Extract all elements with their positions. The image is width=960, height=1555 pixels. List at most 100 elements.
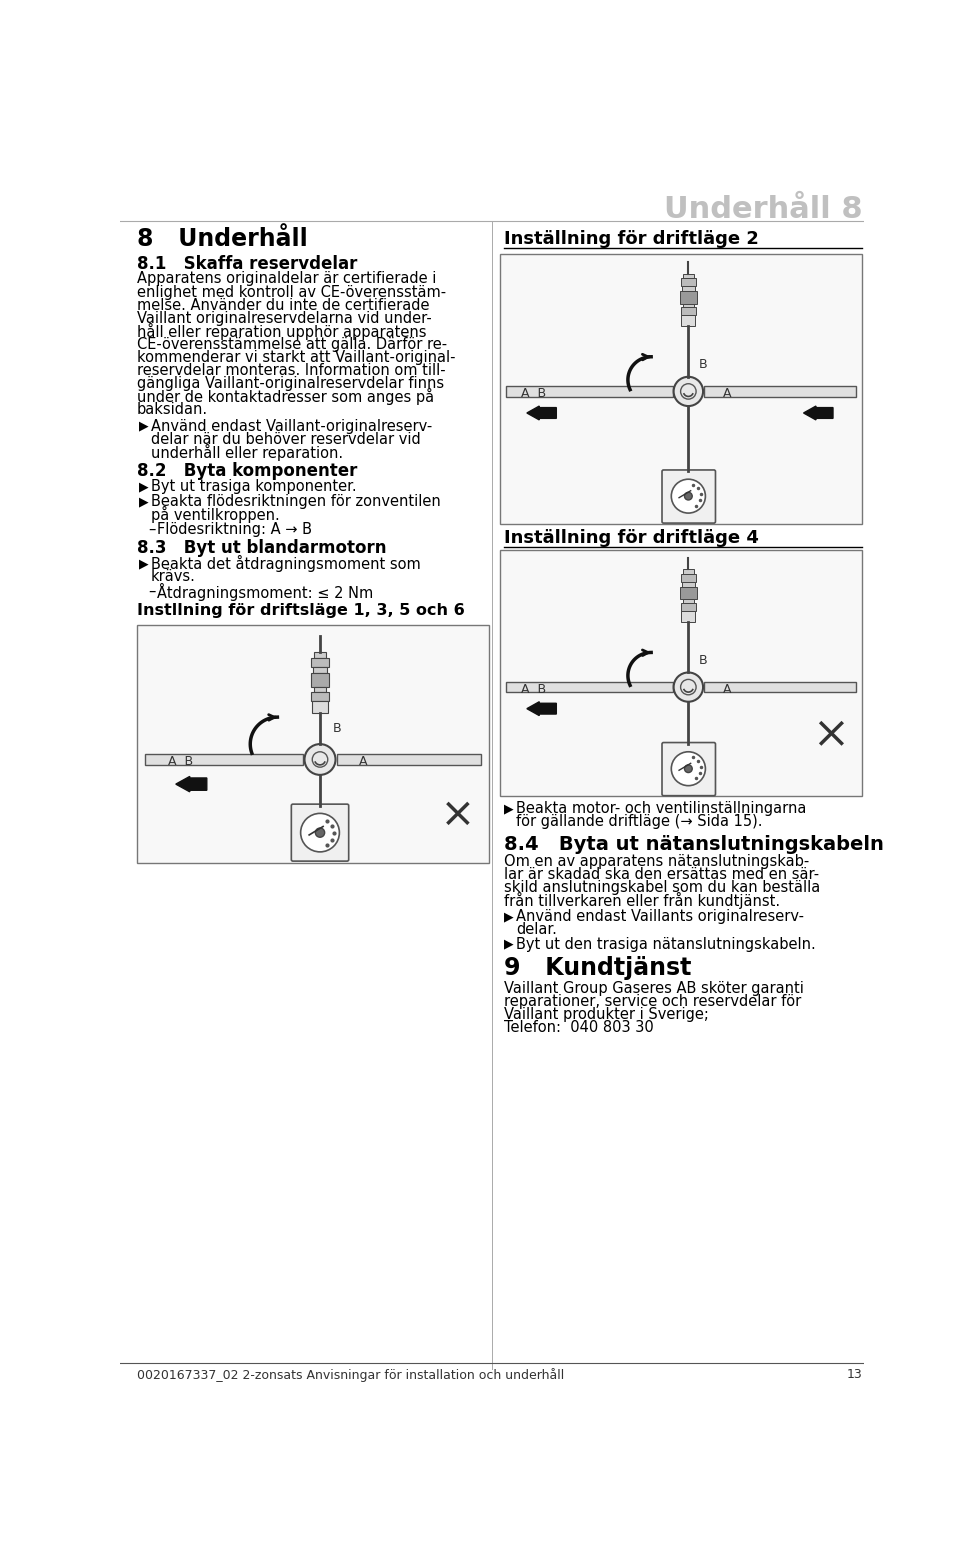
- Text: kommenderar vi starkt att Vaillant-original-: kommenderar vi starkt att Vaillant-origi…: [137, 350, 456, 365]
- Text: delar.: delar.: [516, 922, 557, 938]
- Bar: [311, 673, 329, 687]
- Text: A  B: A B: [521, 683, 546, 697]
- Bar: [704, 681, 856, 692]
- Bar: [311, 692, 328, 701]
- Text: B: B: [332, 722, 341, 736]
- Text: A: A: [723, 683, 732, 697]
- Text: Beakta det åtdragningsmoment som: Beakta det åtdragningsmoment som: [151, 555, 420, 572]
- Text: på ventilkroppen.: på ventilkroppen.: [151, 505, 279, 522]
- Text: Vaillant produkter i Sverige;: Vaillant produkter i Sverige;: [504, 1006, 708, 1022]
- Circle shape: [316, 827, 324, 837]
- Bar: [314, 687, 326, 692]
- Text: enlighet med kontroll av CE-överensstäm-: enlighet med kontroll av CE-överensstäm-: [137, 285, 446, 300]
- Circle shape: [674, 376, 703, 406]
- Bar: [312, 701, 327, 714]
- Text: Apparatens originaldelar är certifierade i: Apparatens originaldelar är certifierade…: [137, 272, 437, 286]
- Text: 13: 13: [847, 1368, 862, 1381]
- FancyArrow shape: [527, 701, 557, 715]
- Text: ▶: ▶: [138, 480, 148, 493]
- FancyBboxPatch shape: [291, 804, 348, 861]
- Text: Inställning för driftläge 4: Inställning för driftläge 4: [504, 529, 758, 547]
- Text: reparationer, service och reservdelar för: reparationer, service och reservdelar fö…: [504, 994, 801, 1009]
- Circle shape: [684, 765, 692, 773]
- Text: baksidan.: baksidan.: [137, 403, 208, 417]
- Text: gängliga Vaillant-originalreservdelar finns: gängliga Vaillant-originalreservdelar fi…: [137, 376, 444, 392]
- Bar: [680, 291, 697, 303]
- Text: Telefon:  040 803 30: Telefon: 040 803 30: [504, 1020, 654, 1036]
- Text: Om en av apparatens nätanslutningskab-: Om en av apparatens nätanslutningskab-: [504, 854, 809, 869]
- Text: ▶: ▶: [138, 494, 148, 508]
- Text: 0020167337_02 2-zonsats Anvisningar för installation och underhåll: 0020167337_02 2-zonsats Anvisningar för …: [137, 1368, 564, 1382]
- Bar: [337, 754, 481, 765]
- Text: –: –: [148, 522, 156, 536]
- Text: –: –: [148, 585, 156, 599]
- Bar: [682, 316, 695, 327]
- Text: B: B: [699, 358, 708, 372]
- FancyBboxPatch shape: [662, 743, 715, 796]
- Text: Vaillant originalreservdelarna vid under-: Vaillant originalreservdelarna vid under…: [137, 311, 432, 325]
- Circle shape: [671, 479, 706, 513]
- Text: 8.1   Skaffa reservdelar: 8.1 Skaffa reservdelar: [137, 255, 357, 272]
- Text: Åtdragningsmoment: ≤ 2 Nm: Åtdragningsmoment: ≤ 2 Nm: [157, 583, 373, 600]
- Text: 8.3   Byt ut blandarmotorn: 8.3 Byt ut blandarmotorn: [137, 540, 387, 558]
- Text: underhåll eller reparation.: underhåll eller reparation.: [151, 443, 343, 460]
- Bar: [683, 274, 694, 278]
- Text: Byt ut den trasiga nätanslutningskabeln.: Byt ut den trasiga nätanslutningskabeln.: [516, 936, 816, 952]
- Circle shape: [671, 751, 706, 785]
- FancyArrow shape: [527, 406, 557, 420]
- Text: 9   Kundtjänst: 9 Kundtjänst: [504, 956, 691, 980]
- Bar: [681, 574, 696, 582]
- FancyArrow shape: [176, 776, 206, 791]
- Circle shape: [674, 672, 703, 701]
- Text: ▶: ▶: [138, 420, 148, 432]
- Bar: [500, 550, 862, 796]
- FancyArrow shape: [804, 406, 833, 420]
- Text: CE-överensstämmelse att gälla. Därför re-: CE-överensstämmelse att gälla. Därför re…: [137, 337, 447, 351]
- Text: håll eller reparation upphör apparatens: håll eller reparation upphör apparatens: [137, 323, 426, 341]
- Text: Vaillant Group Gaseres AB sköter garanti: Vaillant Group Gaseres AB sköter garanti: [504, 981, 804, 995]
- Text: ▶: ▶: [504, 802, 514, 815]
- Text: melse. Använder du inte de certifierade: melse. Använder du inte de certifierade: [137, 297, 429, 313]
- Bar: [683, 303, 694, 308]
- Text: A  B: A B: [168, 756, 193, 768]
- Text: Underhåll 8: Underhåll 8: [663, 196, 862, 224]
- Text: Instllning för driftsläge 1, 3, 5 och 6: Instllning för driftsläge 1, 3, 5 och 6: [137, 603, 465, 619]
- Text: Inställning för driftläge 2: Inställning för driftläge 2: [504, 230, 758, 247]
- Text: Beakta flödesriktningen för zonventilen: Beakta flödesriktningen för zonventilen: [151, 494, 441, 508]
- Text: 8   Underhåll: 8 Underhåll: [137, 227, 308, 250]
- Text: ▶: ▶: [138, 557, 148, 571]
- Bar: [311, 658, 328, 667]
- Text: skild anslutningskabel som du kan beställa: skild anslutningskabel som du kan bestäl…: [504, 880, 820, 894]
- Text: 8.4   Byta ut nätanslutningskabeln: 8.4 Byta ut nätanslutningskabeln: [504, 835, 883, 854]
- Text: Flödesriktning: A → B: Flödesriktning: A → B: [157, 522, 312, 536]
- Text: reservdelar monteras. Information om till-: reservdelar monteras. Information om til…: [137, 364, 445, 378]
- Text: A: A: [359, 756, 368, 768]
- Text: för gällande driftläge (→ Sida 15).: för gällande driftläge (→ Sida 15).: [516, 815, 762, 829]
- Bar: [506, 681, 673, 692]
- Text: delar när du behöver reservdelar vid: delar när du behöver reservdelar vid: [151, 432, 420, 446]
- Bar: [313, 667, 327, 673]
- Text: under de kontaktadresser som anges på: under de kontaktadresser som anges på: [137, 389, 434, 406]
- FancyBboxPatch shape: [662, 470, 715, 522]
- Bar: [682, 611, 695, 622]
- Text: från tillverkaren eller från kundtjänst.: från tillverkaren eller från kundtjänst.: [504, 893, 780, 910]
- Text: A: A: [723, 387, 732, 400]
- Bar: [683, 569, 694, 574]
- Bar: [681, 308, 696, 316]
- Bar: [680, 586, 697, 599]
- Circle shape: [300, 813, 340, 852]
- Bar: [704, 386, 856, 397]
- Bar: [314, 652, 326, 658]
- Text: ▶: ▶: [504, 910, 514, 924]
- Text: 8.2   Byta komponenter: 8.2 Byta komponenter: [137, 462, 357, 480]
- Bar: [500, 255, 862, 524]
- Text: B: B: [699, 653, 708, 667]
- Bar: [681, 278, 696, 286]
- Text: krävs.: krävs.: [151, 569, 196, 585]
- Text: Beakta motor- och ventilinställningarna: Beakta motor- och ventilinställningarna: [516, 801, 806, 816]
- Bar: [683, 599, 694, 603]
- Circle shape: [684, 493, 692, 501]
- Bar: [683, 582, 694, 586]
- Bar: [145, 754, 303, 765]
- Text: Använd endast Vaillant-originalreserv-: Använd endast Vaillant-originalreserv-: [151, 418, 432, 434]
